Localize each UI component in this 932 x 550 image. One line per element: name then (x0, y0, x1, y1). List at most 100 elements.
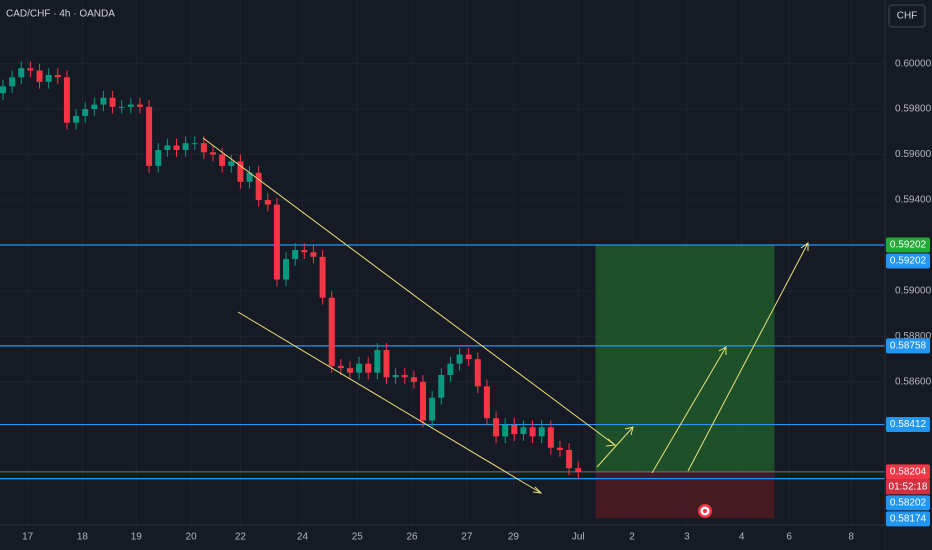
x-tick-label: 26 (406, 532, 418, 543)
x-tick-label: 17 (22, 532, 34, 543)
candle-body (410, 377, 417, 382)
x-tick-label: 3 (684, 532, 690, 543)
arrow-head (624, 426, 634, 436)
candle-body (556, 447, 563, 450)
price-axis (885, 0, 932, 550)
y-tick-label: 0.59000 (895, 286, 932, 297)
candle-body (237, 161, 244, 182)
candle-body (538, 427, 545, 437)
x-tick-label: 18 (77, 532, 89, 543)
time-axis (0, 525, 885, 550)
candle-body (356, 363, 363, 373)
candle-body (566, 450, 573, 469)
candle-body (45, 75, 52, 82)
candle-body (264, 200, 271, 205)
price-label: 0.58758 (890, 341, 927, 352)
x-tick-label: 29 (508, 532, 520, 543)
loss-zone (595, 471, 775, 519)
currency-label: CHF (897, 11, 918, 22)
candle-body (164, 145, 171, 150)
candle-body (447, 363, 454, 375)
price-label: 0.58204 (890, 466, 927, 477)
candle-body (438, 375, 445, 398)
price-label: 0.58202 (890, 497, 927, 508)
candle-body (200, 143, 207, 153)
candle-body (155, 150, 162, 166)
candle-body (109, 97, 116, 107)
price-label: 0.59202 (890, 256, 927, 267)
drawings (202, 137, 809, 494)
price-label: 0.59202 (890, 240, 927, 251)
candle-body (301, 250, 308, 253)
candle-body (283, 259, 290, 280)
candle-body (483, 386, 490, 419)
candle-body (82, 109, 89, 116)
candle-body (465, 354, 472, 360)
position-tool (0, 245, 885, 519)
candle-body (401, 375, 408, 378)
candle-body (474, 359, 481, 387)
candle-body (210, 152, 217, 155)
candle-body (191, 143, 198, 145)
axis-labels: 0.60000 0.59800 0.59600 0.59400 0.59000 0.588… (22, 58, 931, 542)
x-tick-label: 27 (461, 532, 473, 543)
candle-body (228, 161, 235, 166)
x-tick-label: 19 (131, 532, 143, 543)
candle-body (27, 68, 34, 71)
price-label-bg (886, 511, 930, 527)
y-tick-label: 0.58800 (895, 331, 932, 342)
candle-body (520, 427, 527, 435)
currency-button[interactable] (888, 4, 926, 28)
channel-upper (202, 137, 616, 446)
candle-body (91, 104, 98, 110)
candle-body (173, 145, 180, 150)
candle-body (502, 425, 509, 437)
price-label-bg (886, 237, 930, 253)
candle-body (420, 381, 427, 421)
x-tick-label: 20 (186, 532, 198, 543)
arrow-head (605, 438, 617, 447)
candle-body (9, 77, 16, 87)
candle-body (310, 252, 317, 257)
price-label-bg (886, 417, 930, 433)
candle-body (118, 106, 125, 108)
grid (0, 0, 885, 525)
candle-body (100, 97, 107, 105)
candle-body (337, 365, 344, 369)
candle-body (0, 86, 7, 94)
arrow (596, 426, 634, 468)
candle-body (456, 354, 463, 364)
candle-body (255, 172, 262, 200)
candle-body (246, 172, 253, 182)
x-tick-label: 24 (297, 532, 309, 543)
price-label-bg (886, 338, 930, 354)
candle-body (292, 250, 299, 260)
arrow-head (800, 242, 809, 251)
y-tick-label: 0.59800 (895, 104, 932, 115)
x-tick-label: 8 (848, 532, 854, 543)
candle-body (346, 368, 353, 373)
candle-body (146, 106, 153, 166)
candle-body (63, 77, 70, 123)
price-label-bg (886, 464, 930, 480)
candle-body (273, 204, 280, 280)
countdown: 01:52:18 (889, 481, 928, 492)
candle-body (127, 104, 134, 107)
x-tick-label: 25 (352, 532, 364, 543)
candle-body (392, 375, 399, 378)
arrow-head (718, 346, 727, 355)
candle-body (429, 397, 436, 421)
arrow (651, 346, 727, 474)
candle-body (73, 115, 80, 123)
x-tick-label: 2 (629, 532, 635, 543)
y-tick-label: 0.59400 (895, 195, 932, 206)
price-label-bg (886, 253, 930, 269)
profit-zone (595, 245, 775, 472)
price-label-bg (886, 495, 930, 511)
x-tick-label: Jul (572, 532, 585, 543)
symbol-title: CAD/CHF · 4h · OANDA (6, 9, 115, 20)
candle-body (136, 104, 143, 107)
arrow-head (532, 486, 543, 494)
